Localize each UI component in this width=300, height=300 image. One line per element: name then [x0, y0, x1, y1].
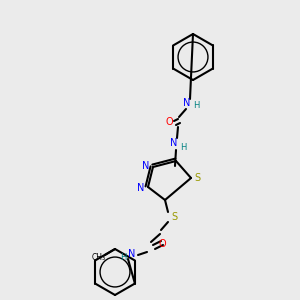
Text: N: N [142, 161, 150, 171]
Text: N: N [137, 183, 145, 193]
Text: H: H [193, 101, 199, 110]
Text: CH₃: CH₃ [92, 253, 106, 262]
Text: O: O [158, 239, 166, 249]
Text: N: N [128, 249, 136, 259]
Text: H: H [120, 253, 126, 262]
Text: S: S [194, 173, 200, 183]
Text: H: H [180, 142, 186, 152]
Text: O: O [165, 117, 173, 127]
Text: N: N [183, 98, 191, 108]
Text: N: N [170, 138, 178, 148]
Text: S: S [171, 212, 177, 222]
